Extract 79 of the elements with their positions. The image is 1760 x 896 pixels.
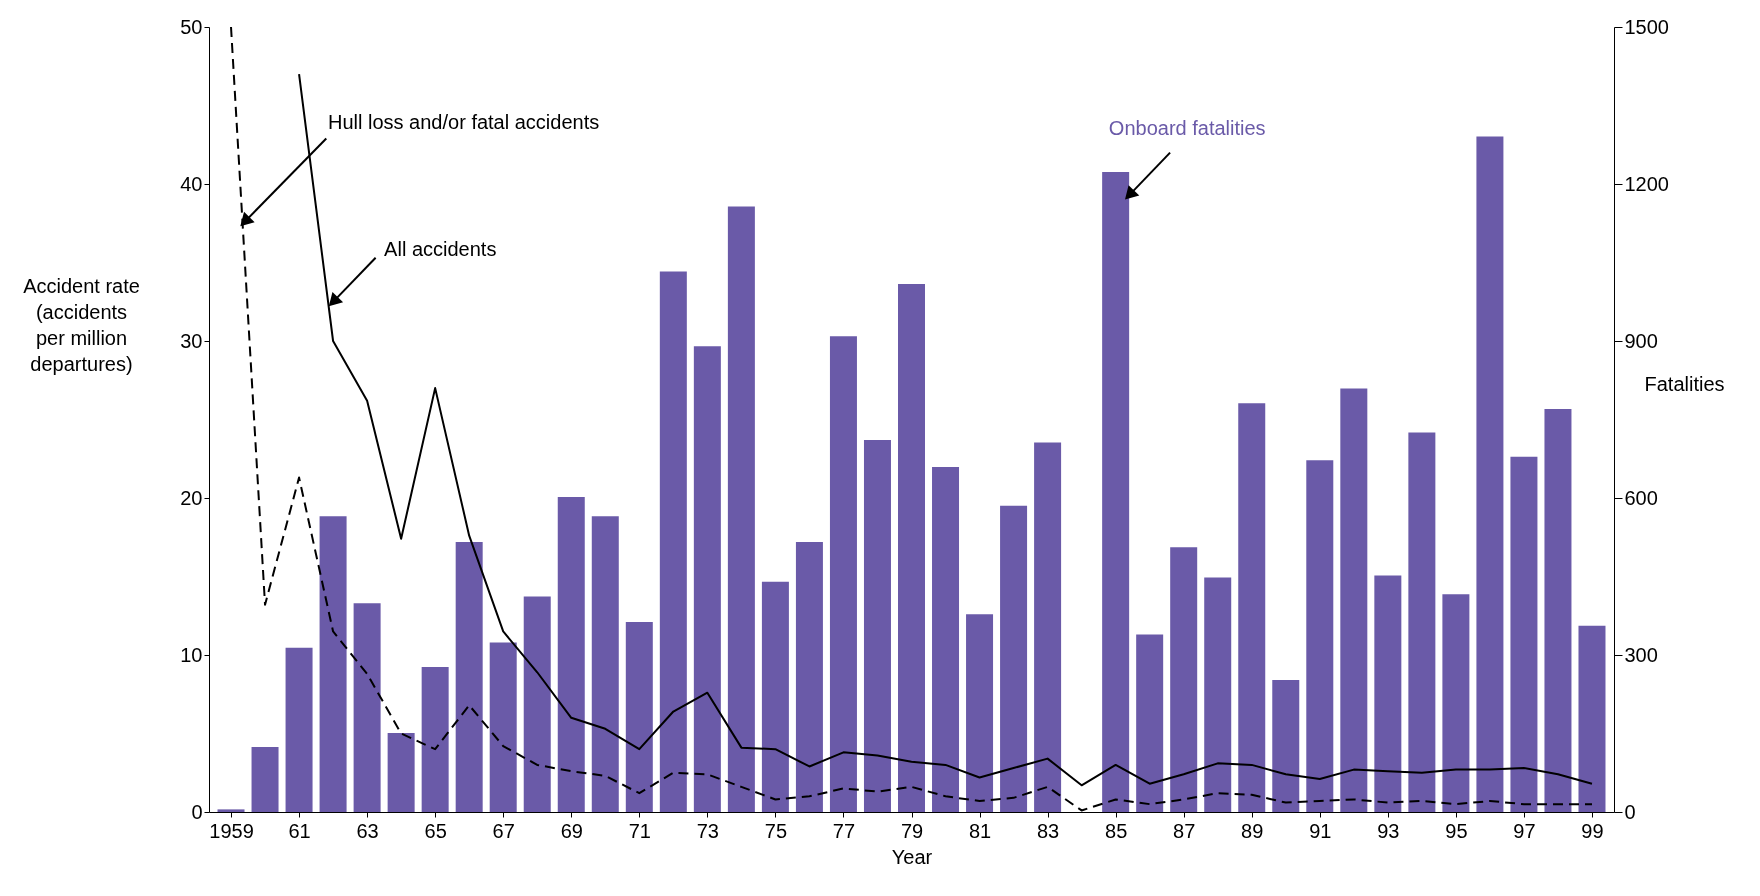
text: Hull loss and/or fatal accidents bbox=[327, 110, 600, 133]
x-tick-label: 93 bbox=[1377, 819, 1400, 842]
x-axis-title: Year bbox=[891, 845, 933, 868]
bar bbox=[421, 667, 449, 812]
x-tick-label: 83 bbox=[1036, 819, 1060, 842]
bar bbox=[1544, 409, 1572, 812]
x-tick-label: 91 bbox=[1309, 819, 1332, 842]
x-tick-label: 87 bbox=[1173, 819, 1196, 842]
bar bbox=[659, 271, 687, 812]
bar bbox=[829, 336, 857, 812]
y-tick-label: 20 bbox=[180, 486, 203, 509]
series-label: Onboard fatalities bbox=[1108, 117, 1266, 140]
x-tick-label: 99 bbox=[1581, 819, 1604, 842]
bar bbox=[1578, 625, 1606, 812]
bar bbox=[966, 614, 994, 812]
bar bbox=[932, 467, 960, 812]
bar bbox=[489, 642, 517, 812]
y2-axis-title: Fatalities bbox=[1644, 372, 1725, 395]
y2-tick-label: 1200 bbox=[1624, 172, 1669, 195]
bar bbox=[557, 496, 585, 812]
text: All accidents bbox=[384, 237, 497, 260]
y2-tick-label: 900 bbox=[1624, 329, 1658, 352]
bar bbox=[455, 541, 483, 812]
bar bbox=[1102, 171, 1130, 812]
bar bbox=[1476, 136, 1504, 812]
y-tick-label: 40 bbox=[180, 172, 203, 195]
x-tick-label: 77 bbox=[832, 819, 856, 842]
bar bbox=[523, 596, 551, 812]
bar bbox=[761, 581, 789, 812]
y2-tick-label: 300 bbox=[1624, 643, 1658, 666]
bar bbox=[251, 747, 279, 812]
x-tick-label: 85 bbox=[1105, 819, 1128, 842]
y-tick-label: 30 bbox=[180, 329, 203, 352]
bar bbox=[319, 516, 347, 812]
bar bbox=[1442, 594, 1470, 812]
y2-tick-label: 1500 bbox=[1624, 15, 1669, 38]
bar bbox=[1408, 432, 1436, 812]
y2-tick-label: 0 bbox=[1624, 800, 1636, 823]
bar bbox=[795, 541, 823, 812]
bar bbox=[1510, 456, 1538, 812]
x-tick-label: 63 bbox=[356, 819, 379, 842]
x-tick-label: 81 bbox=[968, 819, 992, 842]
bar bbox=[693, 346, 721, 812]
x-tick-label: 69 bbox=[560, 819, 583, 842]
x-tick-label: 73 bbox=[696, 819, 719, 842]
x-tick-label: 97 bbox=[1513, 819, 1536, 842]
bar bbox=[1306, 460, 1334, 812]
bar bbox=[1204, 577, 1232, 812]
bar bbox=[898, 283, 925, 812]
x-tick-label: 65 bbox=[424, 819, 447, 842]
x-tick-label: 75 bbox=[764, 819, 788, 842]
x-tick-label: 61 bbox=[288, 819, 311, 842]
bar bbox=[387, 732, 415, 812]
x-tick-label: 89 bbox=[1241, 819, 1264, 842]
y-tick-label: 50 bbox=[180, 15, 203, 38]
y-axis-title: Accident rate (accidents per million departures) bbox=[23, 274, 140, 375]
bar bbox=[1136, 634, 1164, 812]
bar bbox=[353, 603, 381, 812]
bar bbox=[727, 206, 755, 812]
y-tick-label: 10 bbox=[180, 643, 203, 666]
bar bbox=[1374, 575, 1402, 812]
y-tick-label: 0 bbox=[191, 800, 203, 823]
x-tick-label: 1959 bbox=[209, 819, 254, 842]
bar bbox=[1034, 442, 1062, 812]
bar bbox=[1340, 388, 1368, 812]
bar bbox=[1000, 505, 1028, 812]
bar bbox=[1272, 680, 1300, 812]
bar bbox=[625, 622, 653, 812]
x-tick-label: 79 bbox=[900, 819, 924, 842]
x-tick-label: 95 bbox=[1445, 819, 1468, 842]
bar bbox=[863, 439, 891, 812]
bar bbox=[1170, 547, 1198, 812]
bar bbox=[285, 647, 313, 812]
x-tick-label: 71 bbox=[628, 819, 651, 842]
bar bbox=[217, 809, 245, 812]
bar bbox=[1238, 403, 1266, 812]
x-tick-label: 67 bbox=[492, 819, 515, 842]
y2-tick-label: 600 bbox=[1624, 486, 1658, 509]
bar bbox=[591, 516, 619, 812]
